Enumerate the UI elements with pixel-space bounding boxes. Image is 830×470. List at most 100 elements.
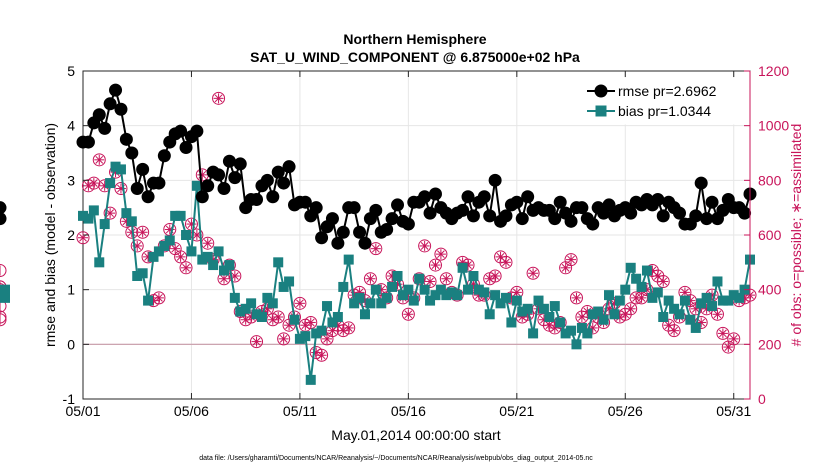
y-right-tick-label: 400 (758, 282, 782, 298)
bias-point (734, 292, 745, 303)
bias-point (392, 271, 403, 281)
obs-marker (76, 231, 90, 245)
bias-point (294, 333, 305, 344)
legend-box (583, 77, 743, 125)
rmse-point (271, 165, 285, 179)
obs-marker (564, 253, 578, 267)
bias-point (332, 312, 343, 322)
obs-possible-circle (342, 321, 356, 335)
bias-point (78, 210, 88, 221)
rmse-point (103, 97, 117, 111)
bias-point (604, 290, 615, 301)
bias-point (343, 254, 354, 265)
rmse-point (157, 149, 171, 163)
x-axis-label: May.01,2014 00:00:00 start (331, 427, 501, 443)
rmse-point (0, 212, 7, 226)
obs-marker (428, 258, 442, 272)
legend-bias-label: bias pr=1.0344 (618, 103, 711, 119)
bias-point (414, 273, 425, 284)
obs-assimilated-star (681, 288, 689, 297)
obs-marker (87, 176, 101, 190)
obs-marker (293, 296, 307, 310)
bias-point (338, 281, 349, 292)
obs-assimilated-star (138, 228, 147, 237)
obs-possible-circle (179, 261, 193, 275)
obs-marker (168, 242, 182, 256)
obs-marker (499, 255, 513, 269)
bias-point (322, 301, 333, 312)
bias-point (148, 251, 159, 262)
y-axis-label: rmse and bias (model - observation) (42, 123, 58, 347)
bias-point (381, 292, 392, 303)
bias-point (256, 312, 267, 322)
rmse-point (125, 146, 139, 160)
bias-point (197, 254, 208, 265)
obs-assimilated-star (729, 334, 738, 343)
obs-possible-circle (136, 225, 150, 239)
obs-marker (363, 272, 377, 286)
bias-point (300, 331, 311, 342)
bias-point (609, 309, 620, 320)
bias-point (94, 257, 105, 268)
bias-point (365, 298, 376, 309)
obs-marker (569, 291, 583, 305)
rmse-point (325, 212, 339, 226)
obs-assimilated-star (404, 310, 413, 319)
rmse-point (201, 179, 215, 193)
legend-rmse-label: rmse pr=2.6962 (618, 83, 717, 99)
bias-point (425, 295, 436, 306)
bias-point (544, 312, 555, 322)
obs-assimilated-star (361, 296, 369, 305)
obs-assimilated-star (317, 351, 326, 360)
rmse-point (466, 209, 480, 223)
bias-point (202, 251, 213, 262)
obs-possible-circle (548, 321, 562, 335)
obs-assimilated-star (670, 326, 678, 335)
bias-point (246, 298, 257, 309)
obs-possible-circle (293, 296, 307, 310)
obs-assimilated-star (512, 288, 521, 297)
obs-marker (114, 182, 128, 196)
bias-point (408, 295, 419, 306)
y-tick-label: 1 (67, 282, 75, 298)
x-tick-label: 05/31 (716, 403, 751, 419)
obs-assimilated-star (171, 244, 180, 253)
rmse-point (347, 201, 361, 215)
y-axis-right-label: # of obs: o=possible; ∗=assimilated (788, 124, 804, 347)
y-tick-label: 4 (67, 118, 75, 134)
rmse-point (358, 236, 372, 250)
obs-possible-circle (277, 332, 291, 346)
legend: rmse pr=2.6962 bias pr=1.0344 (583, 77, 743, 125)
bias-point (517, 306, 528, 317)
obs-marker (212, 91, 226, 105)
rmse-point (716, 203, 730, 217)
obs-possible-circle (114, 182, 128, 196)
bias-point (305, 374, 316, 385)
bias-point (430, 290, 441, 301)
rmse-point (233, 157, 247, 171)
y-right-tick-label: 200 (758, 336, 782, 352)
bias-point (311, 328, 322, 339)
obs-possible-circle (439, 272, 453, 286)
bias-point (99, 219, 110, 230)
bias-point (441, 290, 452, 301)
y-tick-label: 2 (67, 227, 75, 243)
obs-marker (184, 217, 198, 231)
rmse-point (141, 190, 155, 204)
obs-marker (559, 261, 573, 275)
obs-marker (667, 324, 681, 338)
obs-possible-circle (553, 315, 567, 329)
obs-possible-circle (184, 217, 198, 231)
obs-marker (401, 307, 415, 321)
obs-assimilated-star (632, 293, 641, 302)
obs-marker (195, 168, 209, 182)
bias-point (267, 298, 278, 309)
rmse-point (250, 192, 264, 206)
bias-point (218, 265, 229, 276)
obs-assimilated-star (182, 263, 190, 272)
obs-possible-circle (710, 307, 724, 321)
obs-assimilated-star (529, 269, 537, 278)
bias-point (110, 161, 121, 172)
bias-point (566, 325, 577, 336)
obs-marker (656, 274, 670, 288)
